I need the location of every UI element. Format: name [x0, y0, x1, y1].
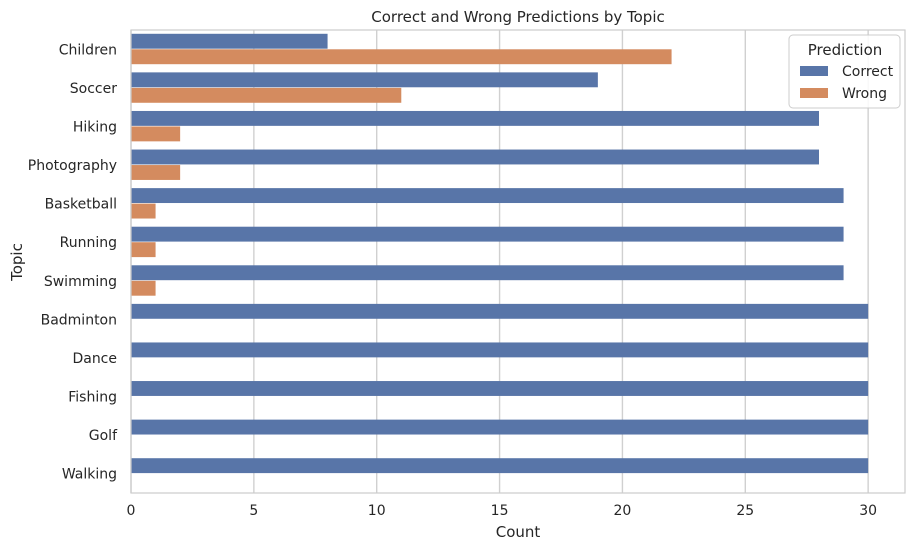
legend-swatch-correct [800, 66, 828, 76]
x-tick-label: 30 [859, 503, 877, 519]
y-tick-label: Children [59, 42, 117, 58]
x-tick-label: 0 [127, 503, 136, 519]
bar-correct-running [131, 226, 844, 242]
x-tick-label: 15 [491, 503, 509, 519]
bar-wrong-running [131, 242, 156, 258]
x-tick-labels: 0 5 10 15 20 25 30 [127, 503, 878, 519]
x-tick-label: 25 [736, 503, 754, 519]
y-tick-label: Basketball [45, 197, 117, 213]
legend-label-correct: Correct [842, 64, 894, 80]
bar-correct-photography [131, 149, 819, 165]
legend-label-wrong: Wrong [842, 86, 887, 102]
bar-correct-dance [131, 342, 869, 358]
legend-swatch-wrong [800, 88, 828, 98]
y-tick-label: Running [60, 235, 117, 251]
y-tick-label: Fishing [68, 390, 117, 406]
bar-correct-soccer [131, 72, 598, 88]
bar-correct-golf [131, 419, 869, 435]
y-tick-label: Golf [89, 428, 118, 444]
bar-wrong-photography [131, 165, 181, 180]
bar-wrong-soccer [131, 87, 402, 103]
legend-items: Correct Wrong [800, 64, 894, 102]
chart-title: Correct and Wrong Predictions by Topic [371, 8, 664, 26]
x-tick-label: 20 [614, 503, 632, 519]
bar-correct-children [131, 33, 328, 49]
y-tick-label: Dance [72, 351, 117, 367]
bar-correct-hiking [131, 110, 819, 126]
bar-correct-fishing [131, 381, 869, 396]
bar-wrong-children [131, 49, 672, 65]
plot-frame [130, 29, 906, 494]
y-tick-label: Hiking [73, 119, 117, 135]
bar-wrong-basketball [131, 203, 156, 219]
y-tick-label: Swimming [44, 274, 117, 290]
x-axis-title: Count [496, 523, 541, 541]
bar-wrong-swimming [131, 280, 156, 296]
bar-correct-badminton [131, 303, 869, 319]
bar-correct-walking [131, 458, 869, 474]
y-tick-label: Badminton [41, 312, 117, 328]
y-axis-title: Topic [8, 243, 26, 282]
bar-correct-swimming [131, 265, 844, 281]
y-tick-label: Soccer [70, 81, 117, 97]
x-tick-label: 5 [249, 503, 258, 519]
bar-correct-basketball [131, 188, 844, 204]
y-tick-label: Photography [28, 158, 117, 174]
y-tick-labels: Children Soccer Hiking Photography Basketbal… [28, 42, 118, 482]
y-tick-label: Walking [62, 467, 117, 483]
legend-title: Prediction [808, 41, 883, 59]
bars [131, 33, 869, 474]
legend: Prediction Correct Wrong [788, 34, 901, 109]
bar-wrong-hiking [131, 126, 181, 142]
x-tick-label: 10 [368, 503, 386, 519]
